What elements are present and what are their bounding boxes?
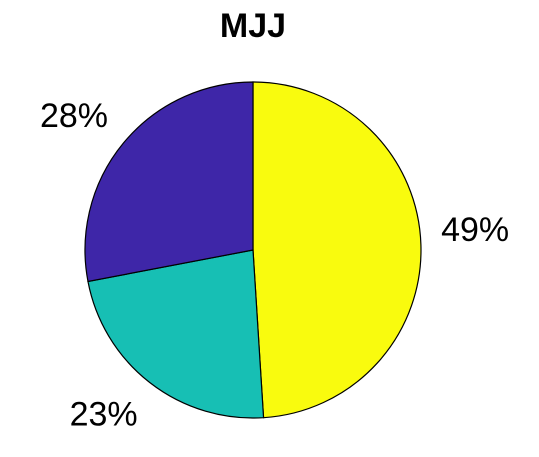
pie-slice [87,249,265,419]
pie-slice [252,81,422,419]
data-label: 49% [441,211,509,249]
data-label: 28% [40,97,108,135]
data-label: 23% [70,396,138,434]
chart-title: MJJ [220,7,286,45]
pie-slice [84,81,254,283]
